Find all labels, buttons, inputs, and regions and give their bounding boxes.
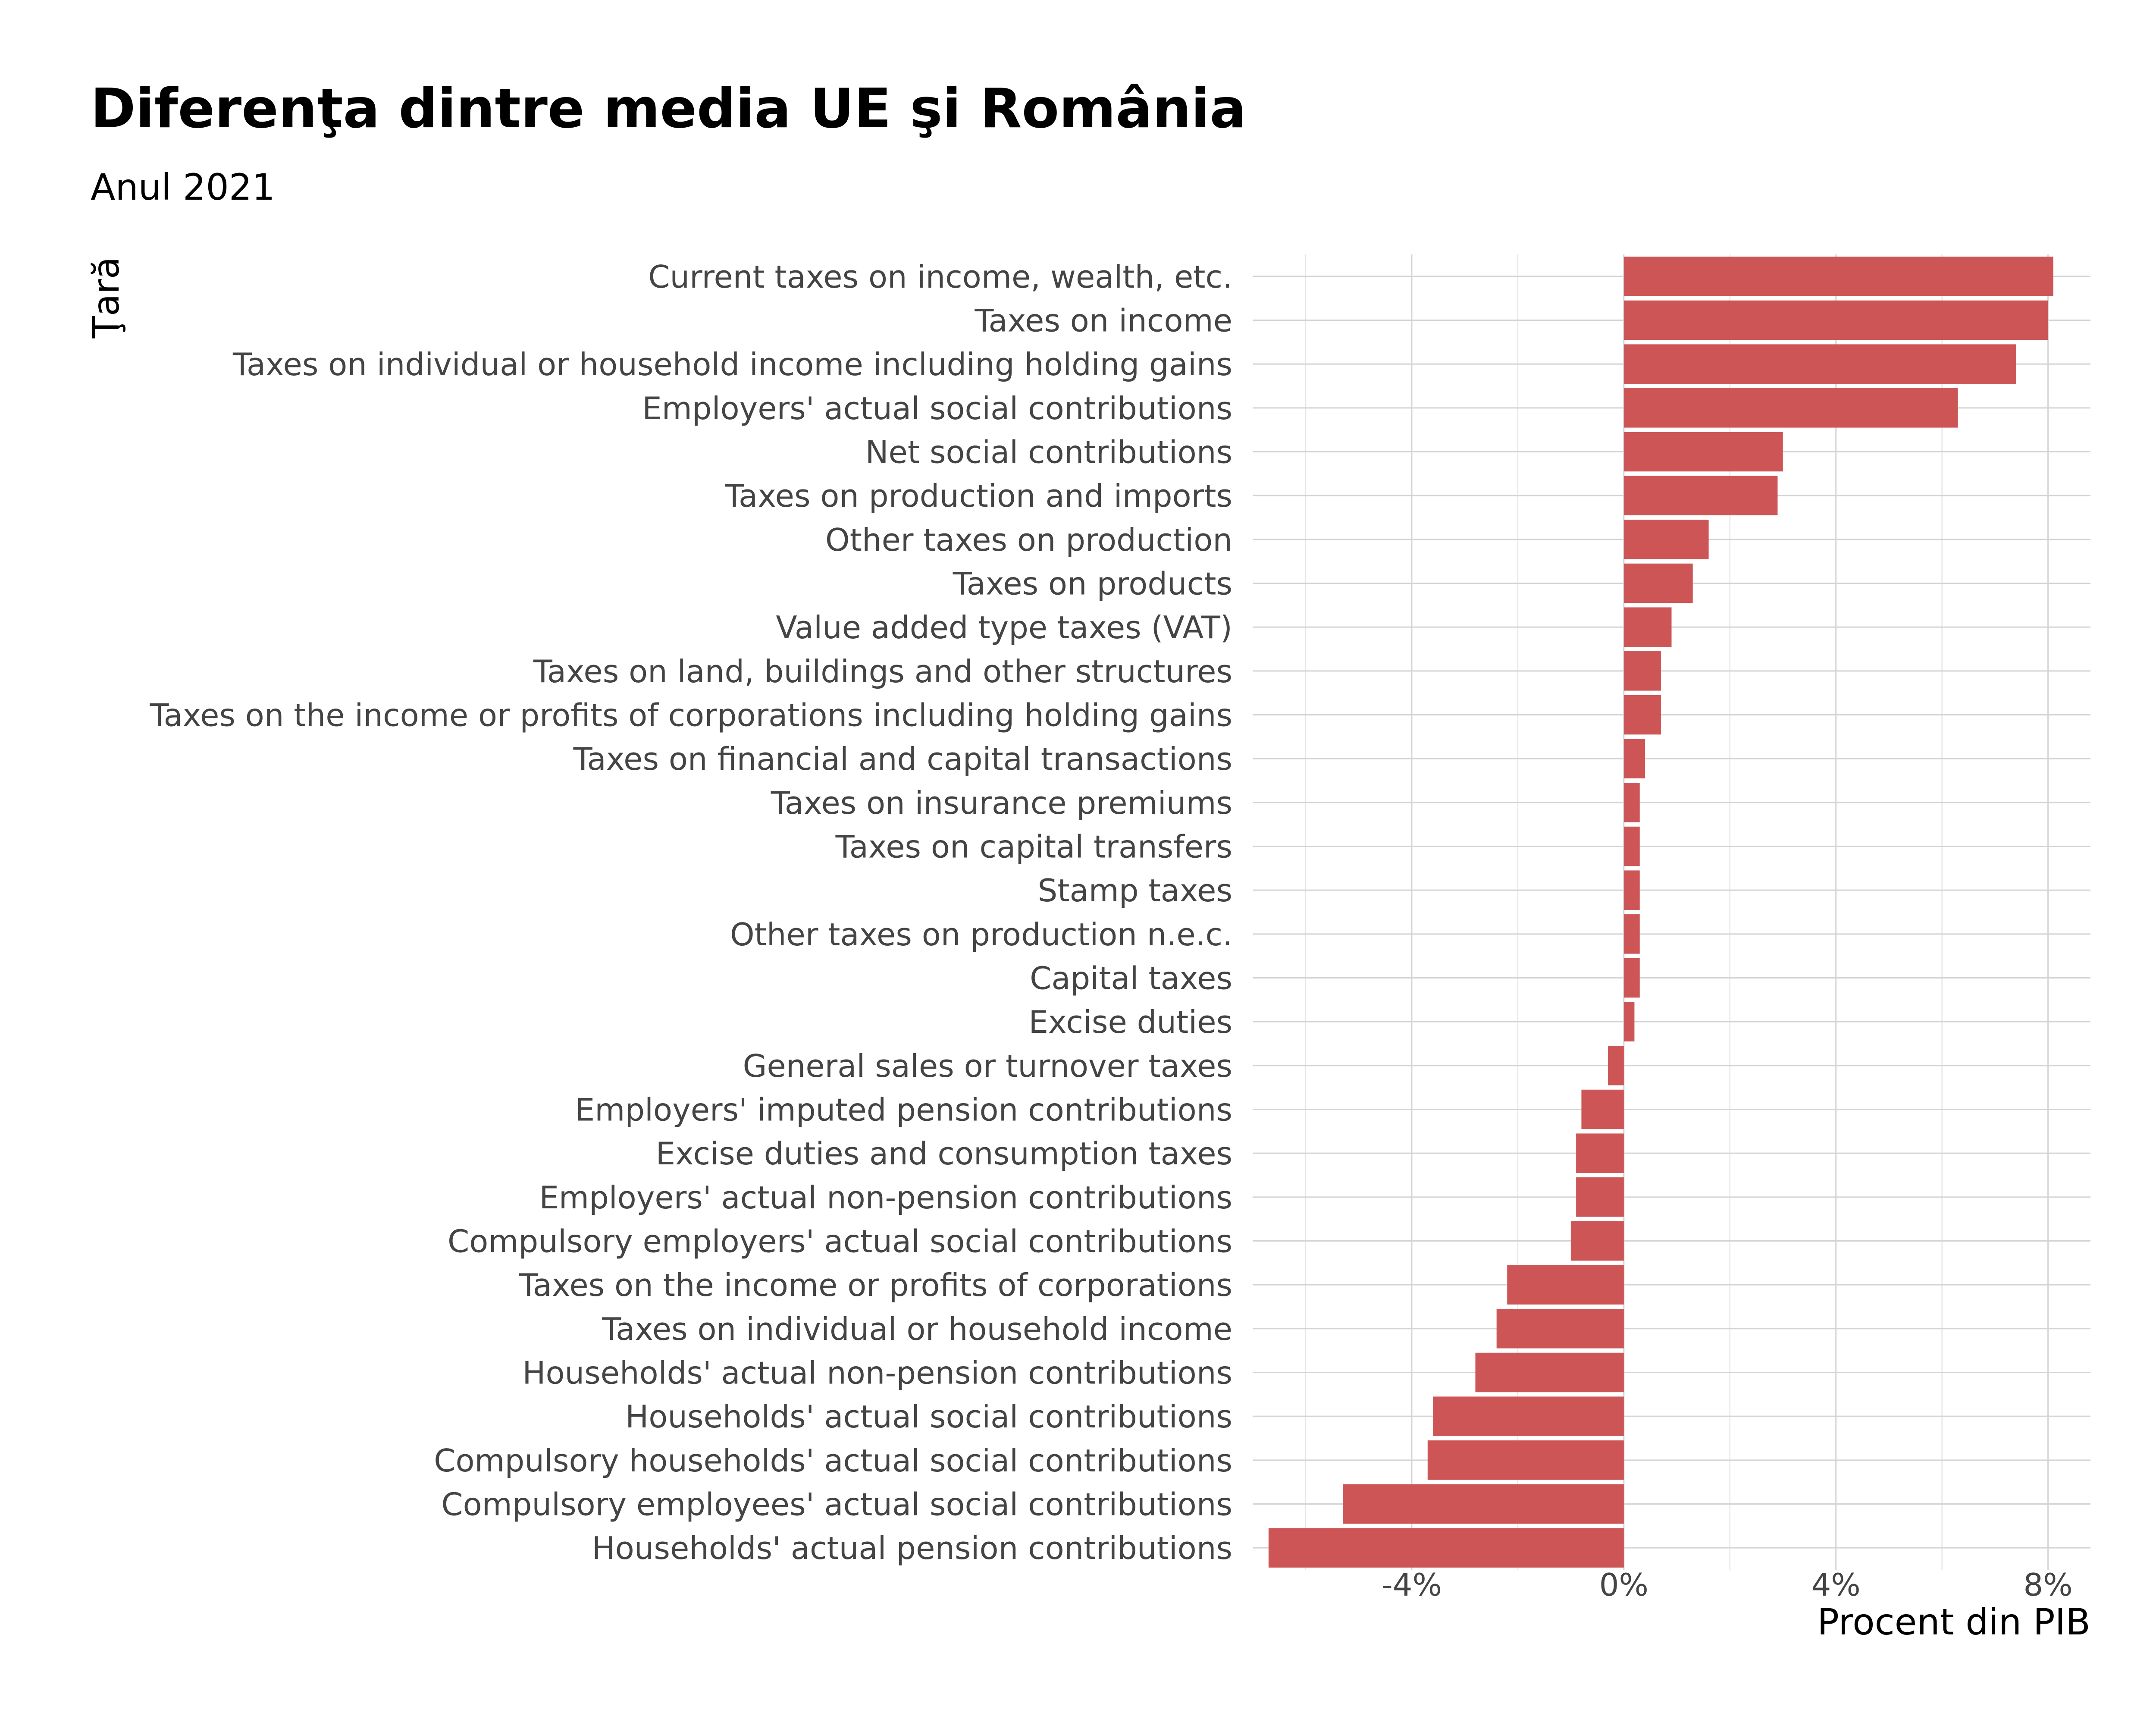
- category-label: Compulsory employees' actual social cont…: [441, 1487, 1232, 1523]
- bar: [1623, 300, 2048, 340]
- bar: [1623, 563, 1693, 603]
- bar: [1623, 651, 1661, 691]
- category-label: Taxes on insurance premiums: [771, 785, 1232, 821]
- x-tick-label: 4%: [1811, 1567, 1861, 1603]
- category-label: Stamp taxes: [1038, 872, 1232, 909]
- category-label: Excise duties: [1029, 1004, 1233, 1040]
- bar: [1343, 1484, 1624, 1524]
- x-tick-label: 8%: [2024, 1567, 2073, 1603]
- category-label: Taxes on income: [974, 303, 1232, 339]
- category-label: Taxes on individual or household income …: [232, 346, 1232, 383]
- bar: [1623, 344, 2016, 384]
- category-label: Households' actual non-pension contribut…: [522, 1355, 1232, 1391]
- bar: [1623, 695, 1661, 735]
- bar: [1496, 1309, 1624, 1349]
- bar: [1576, 1177, 1624, 1217]
- bar: [1623, 739, 1645, 778]
- category-label: Value added type taxes (VAT): [776, 609, 1232, 646]
- category-label: Excise duties and consumption taxes: [656, 1135, 1232, 1172]
- bar: [1623, 607, 1672, 647]
- bar: [1427, 1440, 1624, 1480]
- bar: [1623, 432, 1783, 472]
- category-label: Current taxes on income, wealth, etc.: [648, 259, 1232, 295]
- chart-title: Diferenţa dintre media UE şi România: [91, 77, 1247, 140]
- bar: [1570, 1221, 1624, 1261]
- bar: [1623, 388, 1958, 428]
- category-label: Households' actual social contributions: [625, 1399, 1232, 1435]
- bar: [1623, 870, 1640, 910]
- chart-subtitle: Anul 2021: [91, 166, 275, 208]
- bar: [1581, 1089, 1624, 1129]
- bar: [1576, 1133, 1624, 1173]
- grid-lines: [1253, 254, 2090, 1570]
- bar: [1268, 1528, 1624, 1568]
- bar: [1623, 914, 1640, 954]
- category-label: Compulsory employers' actual social cont…: [448, 1223, 1232, 1260]
- x-tick-labels: -4% 0% 4% 8%: [1382, 1567, 2073, 1603]
- category-label: Taxes on the income or profits of corpor…: [519, 1267, 1232, 1303]
- category-label: Taxes on production and imports: [724, 478, 1232, 514]
- bar: [1623, 476, 1778, 515]
- category-label: Employers' imputed pension contributions: [575, 1092, 1232, 1128]
- bar: [1475, 1352, 1624, 1393]
- category-label: Employers' actual non-pension contributi…: [539, 1179, 1232, 1216]
- category-labels: Current taxes on income, wealth, etc. Tax…: [150, 259, 1232, 1566]
- category-label: Households' actual pension contributions: [592, 1530, 1232, 1566]
- bar: [1507, 1265, 1624, 1305]
- x-tick-label: -4%: [1382, 1567, 1442, 1603]
- bar: [1623, 257, 2053, 296]
- category-label: Taxes on products: [953, 566, 1232, 602]
- bar: [1608, 1046, 1624, 1085]
- category-label: Other taxes on production: [825, 522, 1232, 558]
- bar: [1433, 1396, 1624, 1436]
- x-axis-title: Procent din PIB: [1817, 1601, 2090, 1643]
- category-label: Compulsory households' actual social con…: [434, 1443, 1232, 1479]
- x-tick-label: 0%: [1599, 1567, 1648, 1603]
- bar: [1623, 783, 1640, 822]
- category-label: Taxes on the income or profits of corpor…: [150, 697, 1232, 734]
- bars: [1268, 257, 2053, 1568]
- category-label: Capital taxes: [1030, 960, 1232, 997]
- category-label: Taxes on individual or household income: [602, 1311, 1232, 1347]
- category-label: Taxes on land, buildings and other struc…: [533, 653, 1232, 690]
- category-label: Employers' actual social contributions: [642, 390, 1232, 427]
- category-label: General sales or turnover taxes: [743, 1048, 1232, 1084]
- bar: [1623, 1002, 1635, 1041]
- category-label: Taxes on financial and capital transacti…: [573, 741, 1232, 777]
- category-label: Net social contributions: [865, 434, 1232, 470]
- bar: [1623, 520, 1709, 559]
- category-label: Other taxes on production n.e.c.: [730, 916, 1232, 953]
- category-label: Taxes on capital transfers: [835, 829, 1232, 865]
- bar: [1623, 826, 1640, 866]
- bar: [1623, 958, 1640, 998]
- y-axis-title: Ţară: [85, 257, 127, 339]
